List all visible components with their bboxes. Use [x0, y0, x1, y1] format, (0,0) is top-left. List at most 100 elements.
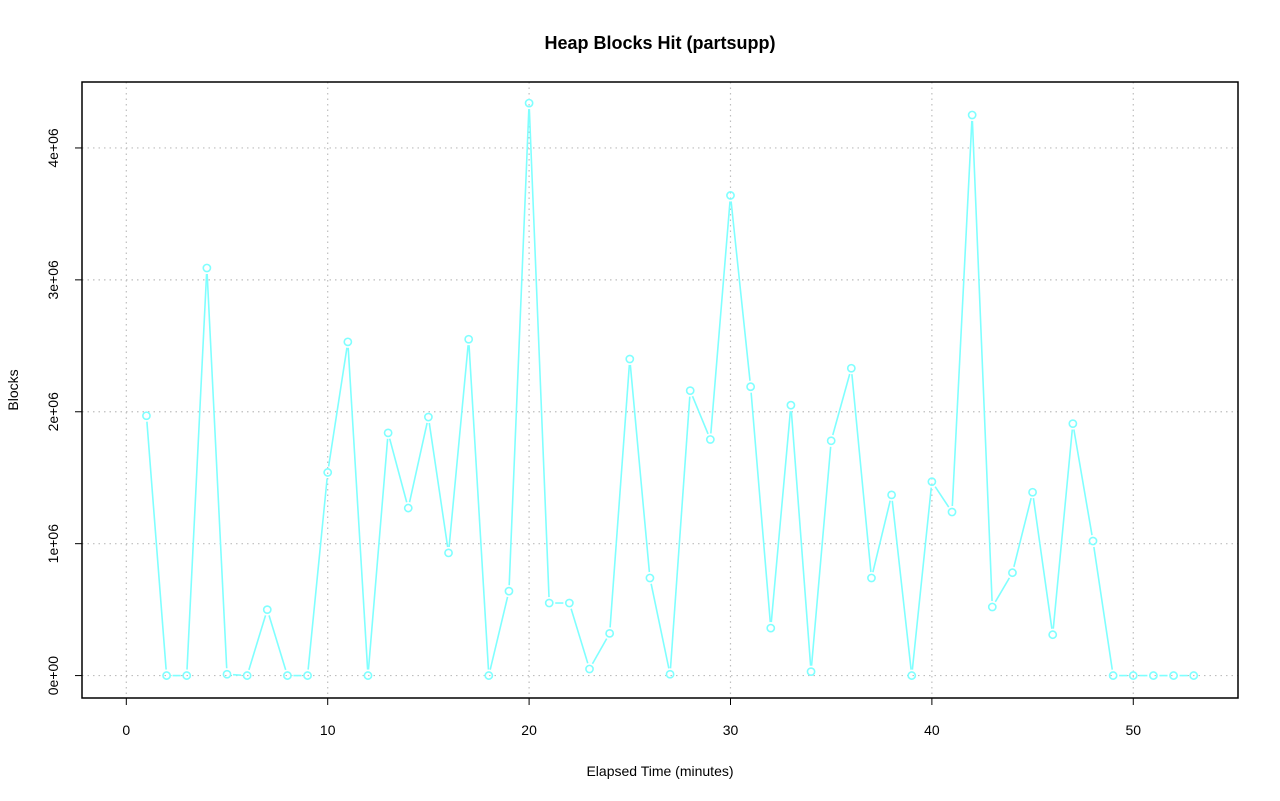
data-point — [283, 671, 292, 680]
data-point — [504, 586, 514, 596]
grid — [82, 82, 1238, 698]
series-segment — [971, 120, 993, 602]
y-tick-label: 4e+06 — [45, 128, 61, 168]
data-point — [423, 412, 433, 422]
series-segment — [570, 608, 589, 664]
series-segment — [428, 422, 449, 548]
data-point — [222, 669, 232, 679]
data-point — [685, 386, 695, 396]
y-tick-label: 3e+06 — [45, 260, 61, 300]
series-segment — [750, 392, 772, 623]
series-segment — [770, 411, 792, 623]
x-tick-label: 40 — [924, 722, 940, 738]
series-segment — [367, 438, 389, 670]
data-point — [444, 548, 453, 558]
data-point — [1048, 630, 1058, 640]
data-point — [484, 671, 494, 680]
data-point — [323, 468, 333, 477]
series-segment — [790, 411, 812, 666]
series-layer — [142, 98, 1199, 680]
series-segment — [891, 500, 912, 670]
data-point — [987, 602, 997, 612]
y-axis-label: Blocks — [5, 369, 21, 410]
chart-title: Heap Blocks Hit (partsupp) — [544, 33, 775, 53]
data-point — [1028, 487, 1037, 497]
data-point — [142, 411, 151, 421]
data-point — [907, 671, 917, 680]
series-segment — [268, 615, 287, 671]
data-point — [1189, 671, 1199, 680]
series-segment — [468, 345, 490, 670]
series-segment — [146, 421, 167, 670]
data-point — [1169, 671, 1178, 680]
series-segment — [710, 201, 731, 434]
series-segment — [629, 364, 651, 573]
data-point — [262, 605, 272, 615]
data-point — [605, 628, 615, 638]
x-tick-label: 50 — [1125, 722, 1141, 738]
data-point — [383, 428, 393, 438]
series-segment — [1013, 497, 1032, 568]
data-point — [242, 671, 252, 680]
data-point — [585, 664, 594, 674]
data-point — [202, 263, 212, 273]
data-point — [665, 669, 675, 679]
x-axis-label: Elapsed Time (minutes) — [586, 763, 733, 779]
series-segment — [1073, 429, 1093, 536]
data-point — [343, 337, 353, 347]
y-tick-label: 2e+06 — [45, 392, 61, 432]
plot-frame — [81, 81, 1239, 699]
data-point — [846, 363, 856, 373]
data-point — [726, 191, 735, 200]
data-point — [887, 490, 897, 500]
x-tick-label: 0 — [122, 722, 130, 738]
series-segment — [232, 673, 242, 676]
series-segment — [408, 422, 428, 503]
x-tick-label: 20 — [521, 722, 537, 738]
series-segment — [508, 109, 530, 586]
series-segment — [810, 446, 832, 666]
data-point — [786, 400, 796, 410]
data-point — [1068, 419, 1078, 429]
data-point — [967, 110, 977, 120]
series-segment — [951, 120, 973, 507]
x-tick-label: 30 — [723, 722, 739, 738]
y-axis: 0e+00 1e+06 2e+06 3e+06 4e+06 — [45, 128, 82, 695]
series-segment — [1052, 429, 1074, 629]
x-tick-label: 10 — [320, 722, 336, 738]
data-point — [363, 671, 373, 680]
data-point — [1008, 568, 1017, 578]
data-point — [1108, 671, 1118, 680]
data-point — [625, 354, 635, 364]
data-point — [564, 598, 574, 608]
data-point — [826, 436, 836, 446]
data-point — [1149, 671, 1158, 680]
data-point — [806, 667, 816, 677]
data-point — [303, 671, 312, 680]
data-point — [867, 573, 876, 583]
series-segment — [206, 273, 228, 669]
series-segment — [489, 596, 509, 670]
series-segment — [448, 345, 469, 548]
data-point — [544, 598, 554, 608]
data-point — [766, 623, 776, 633]
series-segment — [609, 364, 631, 628]
series-segment — [307, 478, 328, 670]
y-tick-label: 1e+06 — [45, 524, 61, 564]
series-segment — [669, 396, 691, 669]
series-segment — [1032, 498, 1053, 629]
series-segment — [730, 201, 751, 381]
x-axis: 0 10 20 30 40 50 — [122, 698, 1141, 738]
series-segment — [994, 577, 1011, 603]
data-point — [645, 573, 655, 583]
series-segment — [186, 273, 208, 670]
data-point — [1088, 536, 1098, 546]
data-point — [162, 671, 171, 680]
series-segment — [934, 486, 950, 508]
data-point — [403, 503, 413, 513]
series-segment — [911, 487, 933, 670]
series-segment — [528, 109, 550, 598]
series-segment — [327, 347, 348, 467]
y-tick-label: 0e+00 — [45, 656, 61, 696]
